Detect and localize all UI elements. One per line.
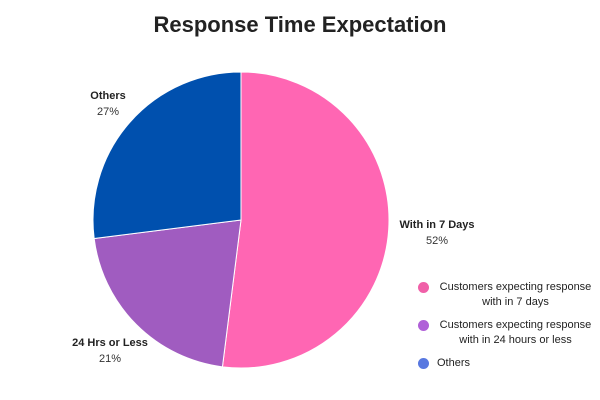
pie-slice-with-in-7-days[interactable]: [221, 71, 390, 369]
legend: Customers expecting response with in 7 d…: [418, 280, 594, 379]
legend-swatch-icon: [418, 282, 429, 293]
slice-label-others: Others 27%: [78, 88, 138, 120]
slice-label-within-7-days: With in 7 Days 52%: [394, 217, 480, 249]
slice-name: Others: [90, 90, 126, 102]
legend-swatch-icon: [418, 358, 429, 369]
legend-label: Customers expecting response with in 24 …: [439, 319, 592, 346]
legend-swatch-icon: [418, 320, 429, 331]
slice-percentage: 27%: [96, 106, 120, 118]
legend-label: Others: [437, 357, 471, 369]
chart-title: Response Time Expectation: [153, 12, 447, 37]
slice-percentage: 52%: [425, 235, 449, 247]
legend-item-others[interactable]: Others: [418, 356, 594, 371]
legend-item-24-hours[interactable]: Customers expecting response with in 24 …: [418, 318, 594, 348]
slice-percentage: 21%: [98, 353, 122, 365]
slice-label-24-hrs-or-less: 24 Hrs or Less 21%: [66, 335, 154, 367]
slice-name: 24 Hrs or Less: [72, 337, 148, 349]
legend-item-within-7-days[interactable]: Customers expecting response with in 7 d…: [418, 280, 594, 310]
legend-label: Customers expecting response with in 7 d…: [439, 281, 592, 308]
pie-slice-others[interactable]: [92, 71, 242, 240]
pie-slice-24-hrs-or-less[interactable]: [93, 219, 242, 368]
slice-name: With in 7 Days: [399, 219, 475, 231]
